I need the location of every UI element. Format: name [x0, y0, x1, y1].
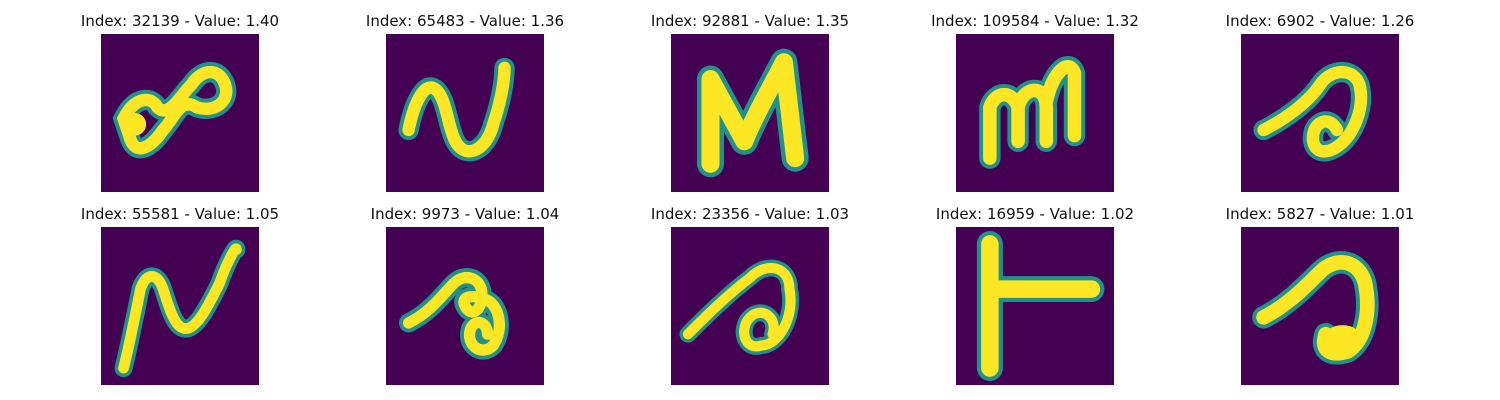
image-panel-8: Index: 23356 - Value: 1.03	[640, 205, 860, 385]
handwritten-glyph-image	[101, 34, 259, 192]
image-panel-5: Index: 6902 - Value: 1.26	[1210, 12, 1430, 192]
image-panel-2: Index: 65483 - Value: 1.36	[355, 12, 575, 192]
image-panel-9: Index: 16959 - Value: 1.02	[925, 205, 1145, 385]
panel-title: Index: 65483 - Value: 1.36	[365, 12, 565, 30]
panel-title: Index: 32139 - Value: 1.40	[80, 12, 280, 30]
handwritten-glyph-image	[386, 34, 544, 192]
image-panel-1: Index: 32139 - Value: 1.40	[70, 12, 290, 192]
handwritten-glyph-image	[956, 227, 1114, 385]
panel-title: Index: 5827 - Value: 1.01	[1225, 205, 1415, 223]
image-panel-10: Index: 5827 - Value: 1.01	[1210, 205, 1430, 385]
image-panel-7: Index: 9973 - Value: 1.04	[355, 205, 575, 385]
panel-title: Index: 6902 - Value: 1.26	[1225, 12, 1415, 30]
panel-title: Index: 16959 - Value: 1.02	[935, 205, 1135, 223]
panel-title: Index: 55581 - Value: 1.05	[80, 205, 280, 223]
handwritten-glyph-image	[1241, 34, 1399, 192]
image-panel-3: Index: 92881 - Value: 1.35	[640, 12, 860, 192]
panel-title: Index: 23356 - Value: 1.03	[650, 205, 850, 223]
handwritten-glyph-image	[956, 34, 1114, 192]
handwritten-glyph-image	[101, 227, 259, 385]
image-panel-6: Index: 55581 - Value: 1.05	[70, 205, 290, 385]
handwritten-glyph-image	[386, 227, 544, 385]
panel-title: Index: 109584 - Value: 1.32	[931, 12, 1139, 30]
panel-title: Index: 9973 - Value: 1.04	[370, 205, 560, 223]
handwritten-glyph-image	[1241, 227, 1399, 385]
image-panel-4: Index: 109584 - Value: 1.32	[925, 12, 1145, 192]
handwritten-glyph-image	[671, 34, 829, 192]
handwritten-glyph-image	[671, 227, 829, 385]
panel-title: Index: 92881 - Value: 1.35	[650, 12, 850, 30]
